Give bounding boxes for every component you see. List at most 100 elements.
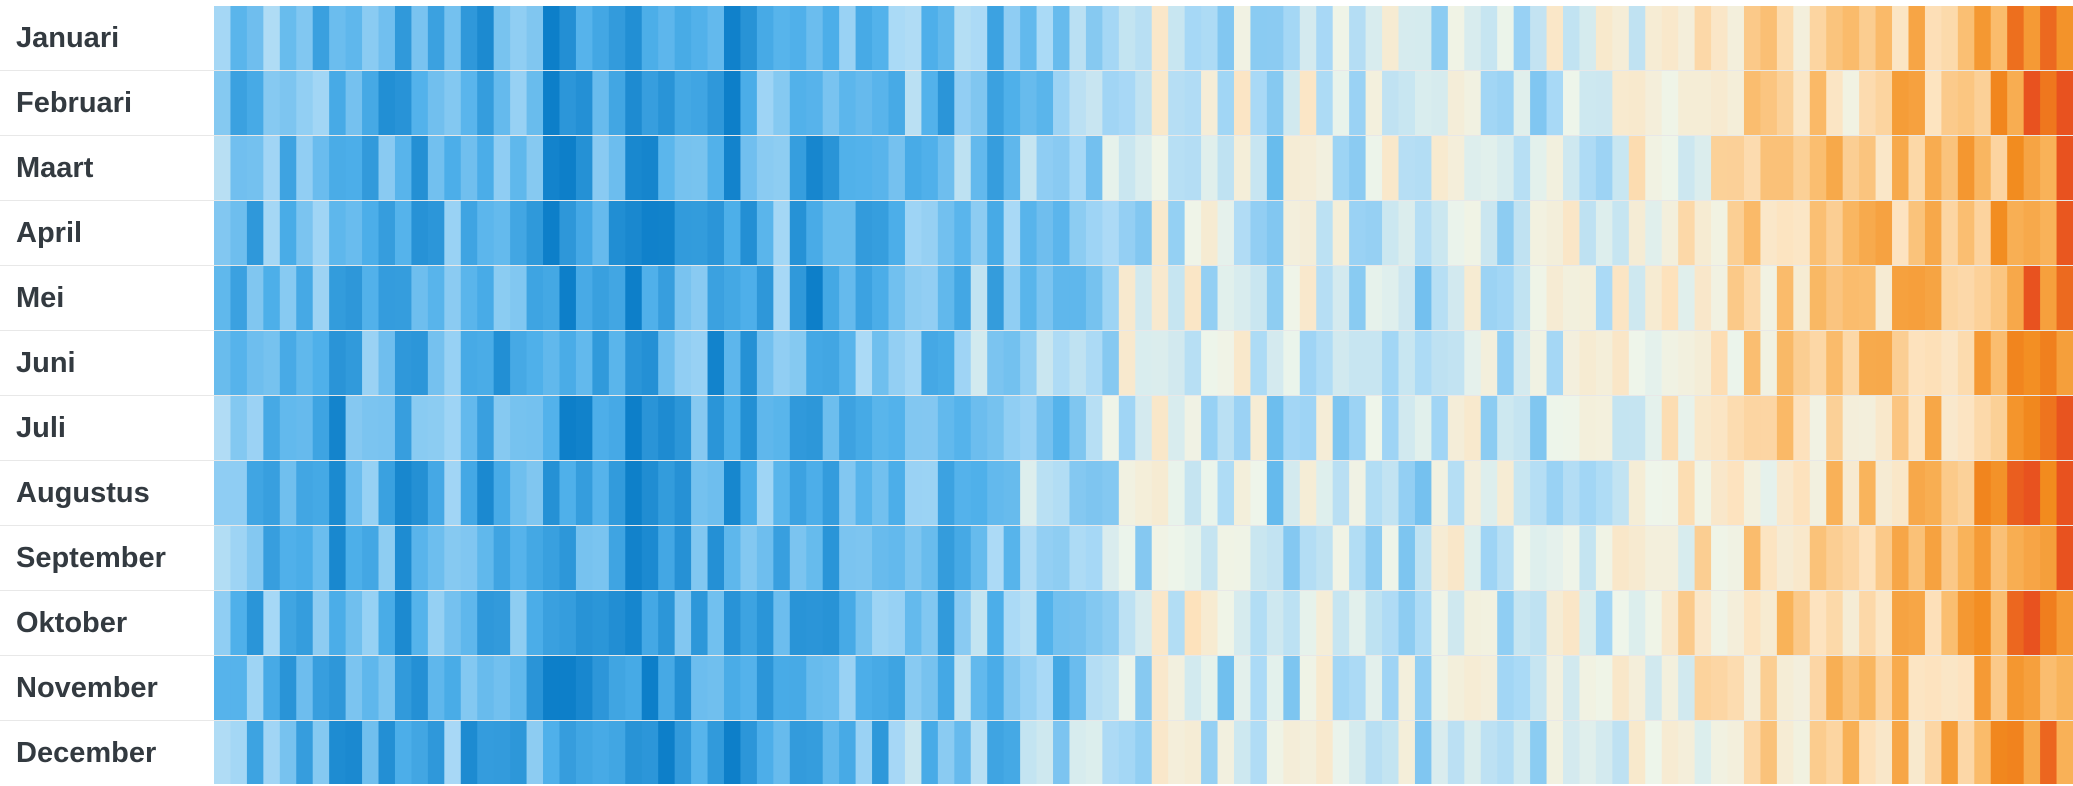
heatmap-cell [1941,526,1959,590]
heatmap-cell [1974,71,1992,135]
heatmap-cell [329,461,347,525]
heatmap-cell [921,331,939,395]
heatmap-cell [575,331,593,395]
heatmap-cell [1184,201,1202,265]
heatmap-cell [1102,461,1120,525]
heatmap-cell [1151,591,1169,655]
heatmap-cell [1151,721,1169,784]
heatmap-cell [1316,656,1334,720]
heatmap-cell [1365,396,1383,460]
heatmap-cell [362,71,380,135]
heatmap-cell [1118,591,1136,655]
heatmap-cell [444,591,462,655]
heatmap-cell [1168,721,1186,784]
heatmap-cell [1036,721,1054,784]
heatmap-cell [1727,331,1745,395]
heatmap-cell [1892,201,1910,265]
heatmap-cell [1036,526,1054,590]
heatmap-cell [1020,721,1038,784]
heatmap-cell [296,656,314,720]
heatmap-cell [1793,591,1811,655]
heatmap-cell [773,331,791,395]
heatmap-cell [477,6,495,70]
heatmap-cell [1612,656,1630,720]
heatmap-cell [1678,721,1696,784]
heatmap-cell [1530,201,1548,265]
heatmap-cell [1497,656,1515,720]
heatmap-cell [2040,396,2058,460]
heatmap-cell [1579,656,1597,720]
heatmap-cell [2040,331,2058,395]
heatmap-cell [2056,201,2073,265]
heatmap-cell [1859,201,1877,265]
heatmap-cell [1579,396,1597,460]
heatmap-cell [1398,396,1416,460]
heatmap-cell [1892,6,1910,70]
heatmap-cell [1299,266,1317,330]
heatmap-cell [2056,396,2073,460]
heatmap-cell [806,331,824,395]
row-separator [0,135,2073,136]
heatmap-cell [1283,656,1301,720]
heatmap-cell [477,201,495,265]
heatmap-cell [411,71,429,135]
heatmap-cell [1447,136,1465,200]
heatmap-cell [1102,266,1120,330]
heatmap-cell [1480,331,1498,395]
heatmap-cell [1201,721,1219,784]
heatmap-cell [1168,201,1186,265]
heatmap-cell [1020,396,1038,460]
heatmap-cell [1102,656,1120,720]
heatmap-cell [1743,71,1762,135]
heatmap-cell [1069,526,1087,590]
heatmap-cell [575,266,593,330]
heatmap-cell [559,461,577,525]
heatmap-cell [1497,396,1515,460]
heatmap-cell [641,71,659,135]
heatmap-cell [2007,721,2025,784]
heatmap-cell [1941,396,1959,460]
heatmap-cell [1760,526,1778,590]
heatmap-cell [1793,331,1811,395]
heatmap-cell [625,461,643,525]
heatmap-cell [674,721,692,784]
heatmap-cell [1957,721,1975,784]
heatmap-cell [1859,396,1877,460]
heatmap-cell [1678,201,1696,265]
heatmap-cell [1628,526,1646,590]
heatmap-cell [1217,591,1235,655]
heatmap-cell [312,6,330,70]
heatmap-cell [1217,721,1235,784]
heatmap-cell [888,396,906,460]
heatmap-cell [1809,71,1827,135]
heatmap-cell [1595,266,1613,330]
heatmap-cell [444,396,462,460]
heatmap-cell [246,331,264,395]
heatmap-cell [1595,461,1613,525]
heatmap-cell [1036,461,1054,525]
heatmap-cell [1464,201,1482,265]
heatmap-cell [1480,71,1498,135]
heatmap-cell [1201,136,1219,200]
heatmap-cell [872,71,890,135]
heatmap-cell [1694,461,1712,525]
heatmap-cell [1085,721,1103,784]
heatmap-cell [773,136,791,200]
heatmap-cell [855,721,873,784]
heatmap-cell [394,71,413,135]
heatmap-cell [1826,461,1844,525]
heatmap-cell [1085,526,1103,590]
heatmap-cell [1563,266,1581,330]
heatmap-cell [1743,201,1762,265]
heatmap-cell [970,396,988,460]
heatmap-cell [1250,266,1268,330]
heatmap-cell [411,721,429,784]
heatmap-cell [1711,721,1729,784]
heatmap-cell [427,396,445,460]
heatmap-cell [1036,6,1054,70]
heatmap-cell [806,201,824,265]
heatmap-cell [1809,591,1827,655]
heatmap-cell [1661,721,1679,784]
heatmap-cell [2056,721,2073,784]
